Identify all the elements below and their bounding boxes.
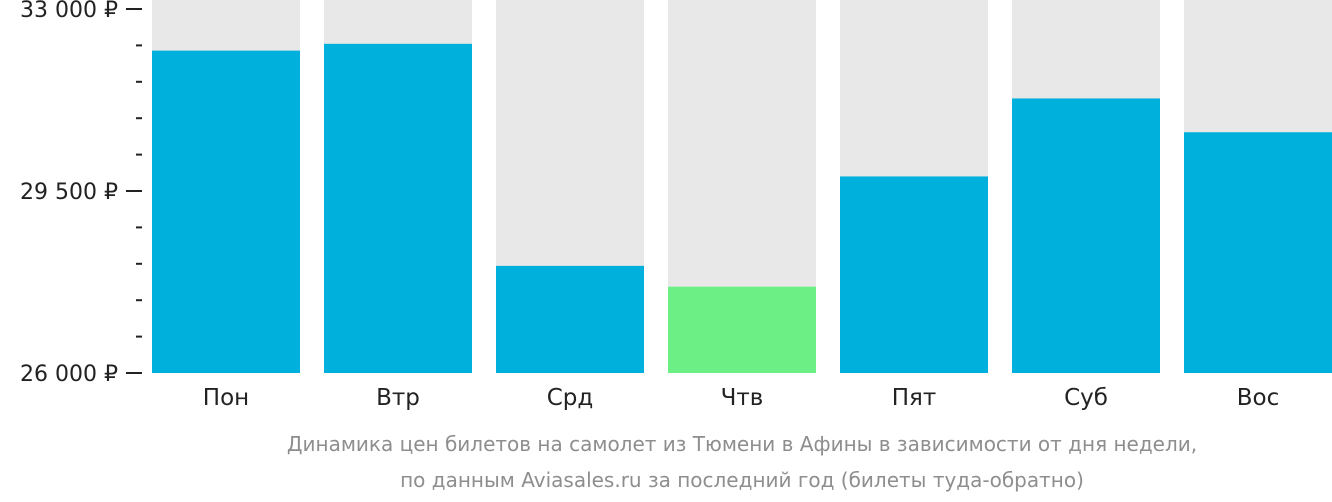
y-tick-label-1: 33 000 ₽ [20,0,118,23]
x-tick-label-3: Срд [547,385,594,411]
bar-3 [496,265,644,373]
x-axis: Пон Втр Срд Чтв Пят Суб Вос [203,385,1279,411]
bar-1 [152,50,300,373]
bar-7 [1184,132,1332,373]
bar-columns [152,0,1332,374]
y-axis: 33 000 ₽ 29 500 ₽ 26 000 ₽ [20,0,142,387]
bar-6 [1012,98,1160,373]
caption-line-2: по данным Aviasales.ru за последний год … [400,468,1084,492]
x-tick-label-7: Вос [1237,385,1280,411]
x-tick-label-4: Чтв [721,385,764,411]
bar-2 [324,43,472,374]
caption-line-1: Динамика цен билетов на самолет из Тюмен… [287,432,1197,456]
x-tick-label-6: Суб [1064,385,1108,411]
bar-4 [668,286,816,373]
x-tick-label-2: Втр [376,385,420,411]
x-tick-label-5: Пят [892,385,937,411]
y-tick-label-3: 26 000 ₽ [20,362,118,387]
x-tick-label-1: Пон [203,385,249,411]
bar-5 [840,176,988,373]
y-tick-label-2: 29 500 ₽ [20,180,118,205]
